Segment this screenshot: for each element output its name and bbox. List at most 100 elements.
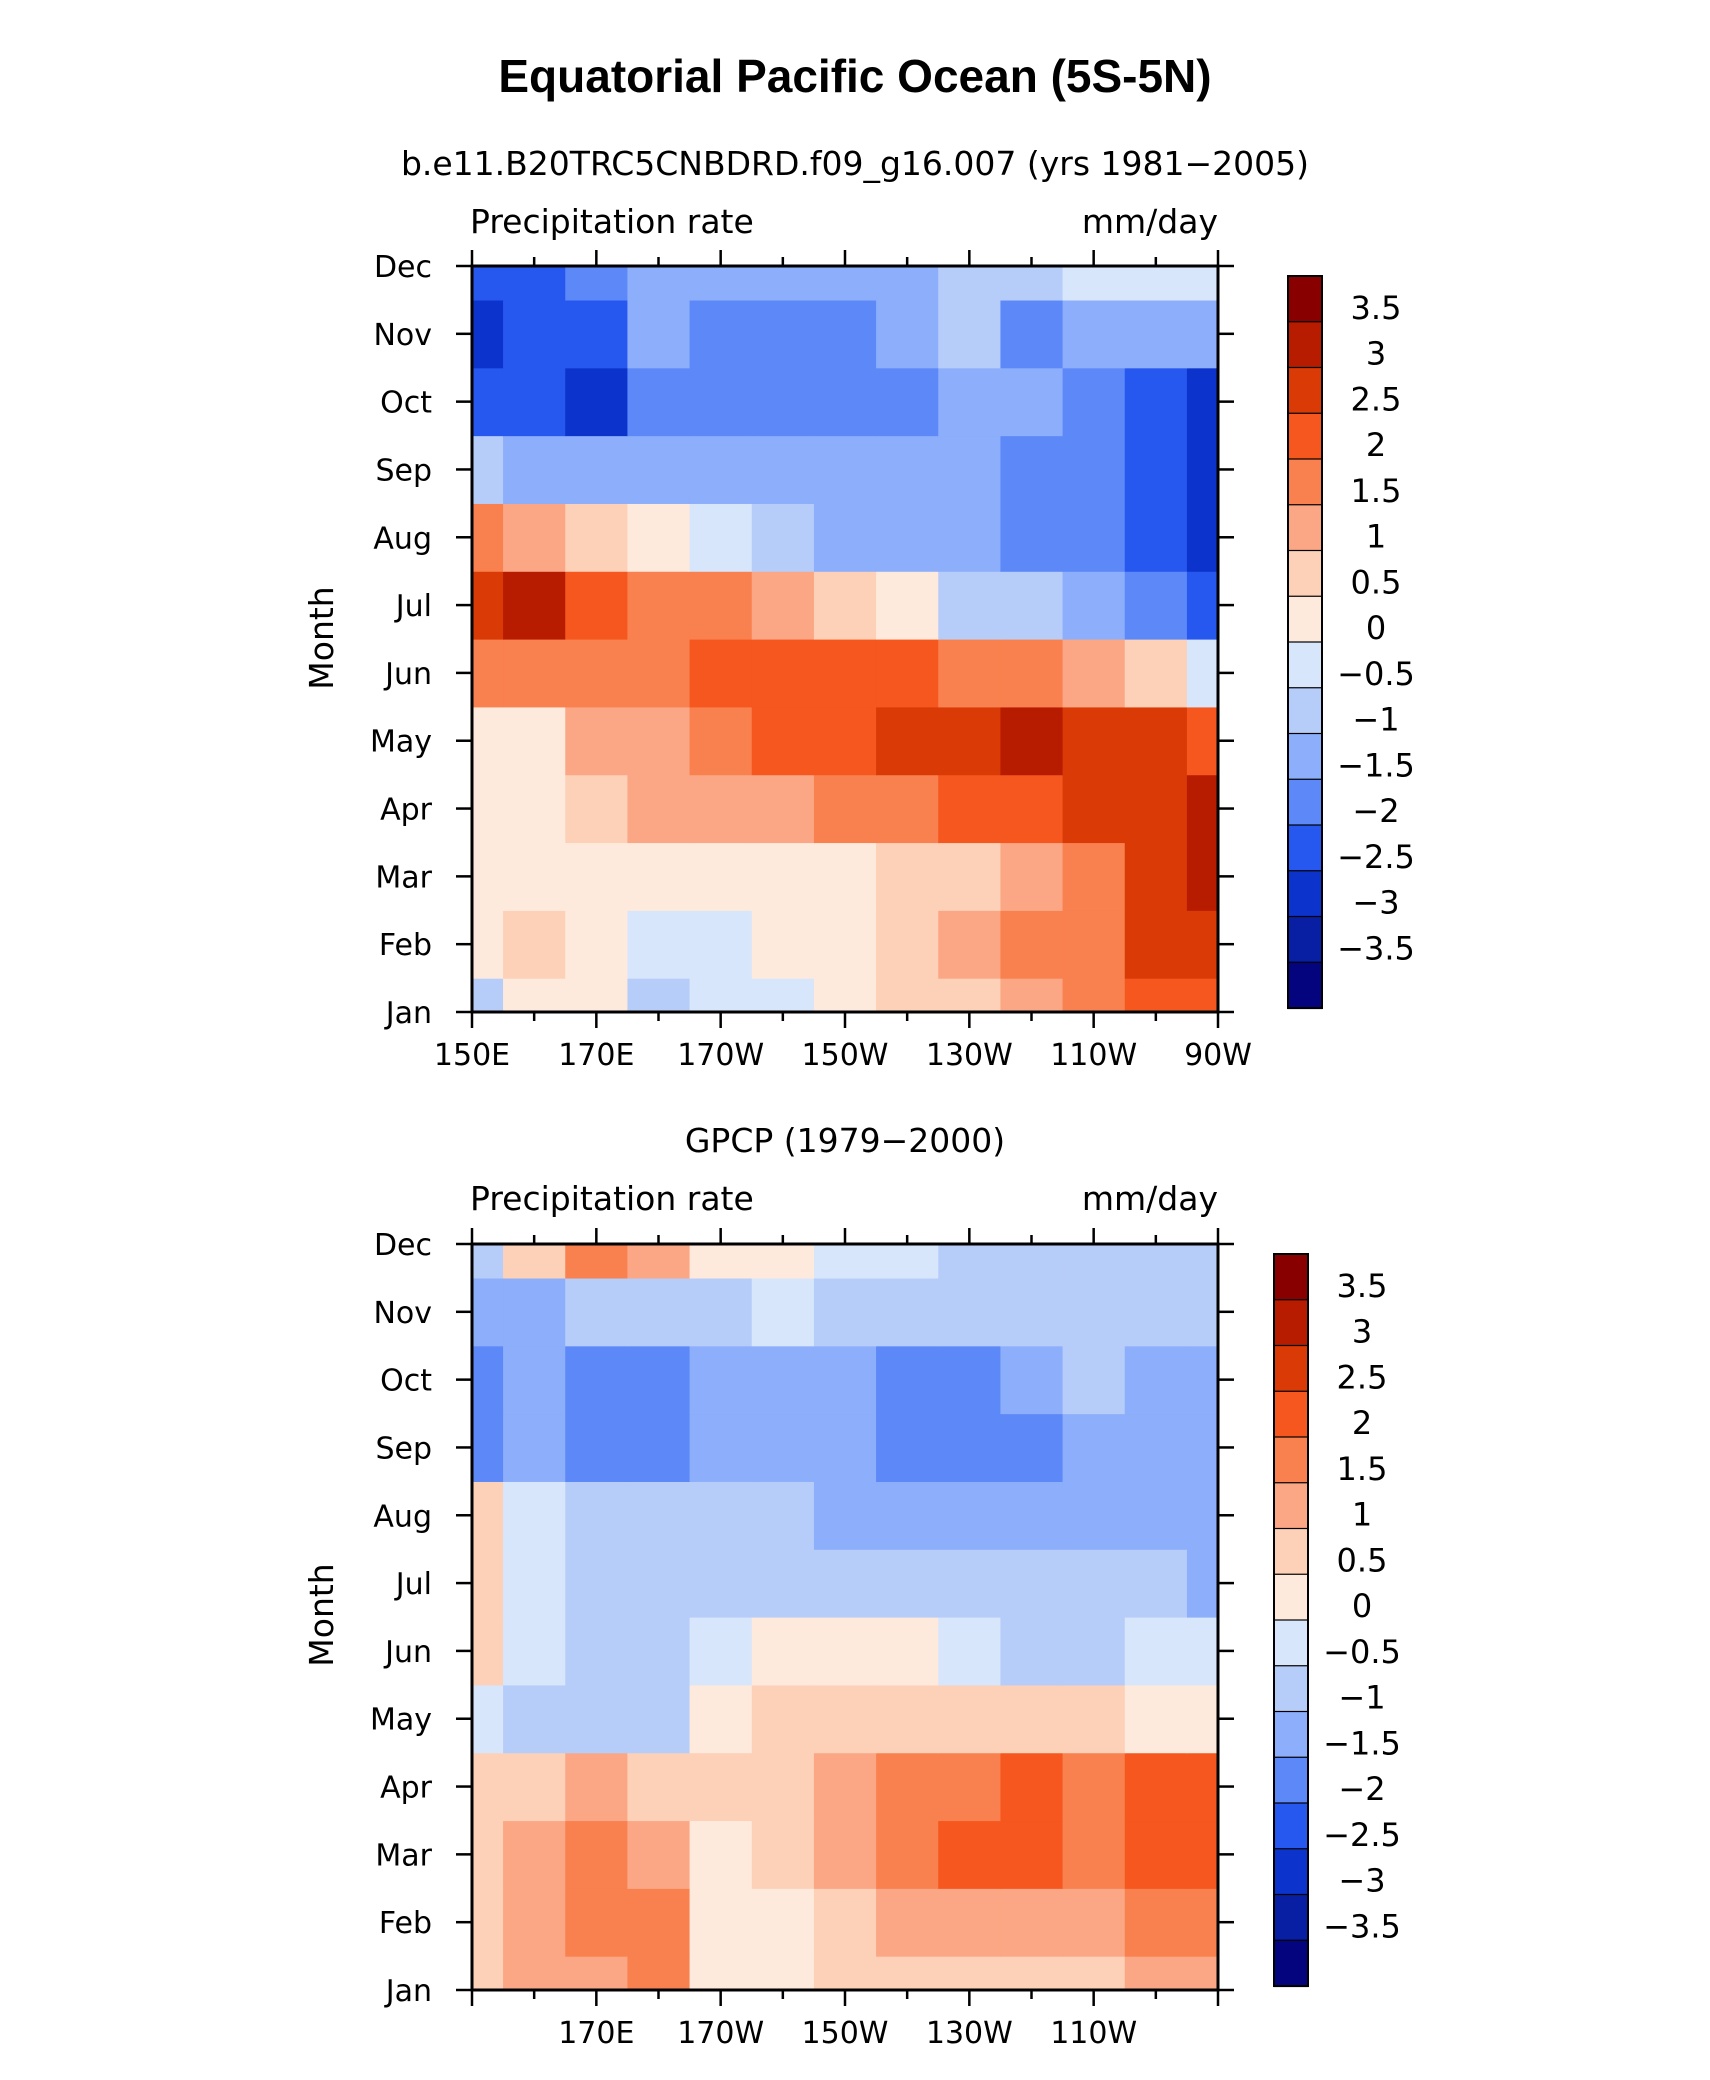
heatmap-cell bbox=[472, 706, 504, 776]
panel-2-x-axis: 170E 170W 150W 130W 110W bbox=[470, 1228, 1220, 2051]
heatmap-cell bbox=[1062, 774, 1126, 844]
heatmap-cell bbox=[938, 1549, 1002, 1618]
heatmap-cell bbox=[1000, 367, 1064, 437]
colorbar-swatch bbox=[1287, 458, 1323, 506]
heatmap-cell bbox=[1186, 1277, 1219, 1347]
heatmap-cell bbox=[689, 1820, 753, 1889]
heatmap-cell bbox=[1186, 1684, 1219, 1754]
x-tick-label: 110W bbox=[1050, 2016, 1137, 2051]
colorbar-label: 1.5 bbox=[1337, 1450, 1388, 1488]
x-tick-label: 150W bbox=[802, 2016, 889, 2051]
heatmap-cell bbox=[1186, 1888, 1219, 1957]
heatmap-cell bbox=[813, 503, 877, 572]
heatmap-cell bbox=[938, 1481, 1002, 1550]
heatmap-cell bbox=[627, 266, 691, 301]
heatmap-cell bbox=[565, 266, 629, 301]
heatmap-cell bbox=[938, 1617, 1002, 1686]
heatmap-cell bbox=[565, 1413, 629, 1482]
heatmap-cell bbox=[1186, 1956, 1219, 1991]
heatmap-cell bbox=[503, 435, 566, 504]
panel-model: b.e11.B20TRC5CNBDRD.f09_g16.007 (yrs 198… bbox=[302, 144, 1415, 1073]
heatmap-cell bbox=[1124, 1244, 1188, 1279]
heatmap-cell bbox=[813, 842, 877, 911]
heatmap-cell bbox=[1186, 1413, 1219, 1482]
heatmap-cell bbox=[1186, 266, 1219, 301]
heatmap-cell bbox=[751, 367, 815, 437]
heatmap-cell bbox=[751, 1752, 815, 1822]
heatmap-cell bbox=[1186, 367, 1219, 437]
heatmap-cell bbox=[503, 1413, 566, 1482]
heatmap-cell bbox=[1000, 774, 1064, 844]
y-tick-label: Apr bbox=[380, 1771, 433, 1806]
colorbar-label: 2 bbox=[1352, 1404, 1372, 1442]
heatmap-cell bbox=[1000, 1413, 1064, 1482]
heatmap-cell bbox=[938, 774, 1002, 844]
colorbar-swatch bbox=[1273, 1802, 1309, 1850]
colorbar-swatch bbox=[1273, 1848, 1309, 1896]
heatmap-cell bbox=[1186, 1244, 1219, 1279]
y-tick-label: Feb bbox=[379, 1906, 432, 1941]
heatmap-cell bbox=[627, 1413, 691, 1482]
x-tick-label: 170W bbox=[677, 1038, 764, 1073]
heatmap-cell bbox=[1124, 266, 1188, 301]
colorbar-swatch bbox=[1273, 1390, 1309, 1439]
heatmap-cell bbox=[1000, 1549, 1064, 1618]
heatmap-cell bbox=[565, 842, 629, 911]
heatmap-cell bbox=[472, 1617, 504, 1686]
colorbar-swatch bbox=[1287, 687, 1323, 735]
heatmap-cell bbox=[627, 1345, 691, 1415]
heatmap-cell bbox=[751, 1481, 815, 1550]
panel-1-x-axis: 150E 170E 170W 150W 130W 110W 90W bbox=[434, 250, 1252, 1073]
heatmap-cell bbox=[503, 1956, 566, 1991]
heatmap-cell bbox=[565, 1888, 629, 1957]
colorbar-label: 1.5 bbox=[1351, 472, 1402, 510]
heatmap-cell bbox=[503, 706, 566, 776]
heatmap-cell bbox=[472, 503, 504, 572]
heatmap-cell bbox=[1000, 639, 1064, 708]
x-tick-label: 130W bbox=[926, 2016, 1013, 2051]
heatmap-cell bbox=[1000, 1820, 1064, 1889]
heatmap-cell bbox=[689, 1549, 753, 1618]
colorbar-label: 0 bbox=[1352, 1587, 1372, 1625]
colorbar-label: 2 bbox=[1366, 426, 1386, 464]
heatmap-cell bbox=[751, 1345, 815, 1415]
heatmap-cell bbox=[689, 1684, 753, 1754]
y-tick-label: Mar bbox=[375, 1838, 432, 1873]
colorbar-label: −3 bbox=[1338, 1862, 1385, 1900]
heatmap-cell bbox=[1000, 1888, 1064, 1957]
colorbar-label: 3.5 bbox=[1351, 289, 1402, 327]
heatmap-cell bbox=[1186, 1345, 1219, 1415]
colorbar-label: 0.5 bbox=[1337, 1541, 1388, 1579]
colorbar-label: 2.5 bbox=[1337, 1358, 1388, 1396]
y-tick-label: Mar bbox=[375, 860, 432, 895]
panel-1-subtitle: b.e11.B20TRC5CNBDRD.f09_g16.007 (yrs 198… bbox=[401, 144, 1309, 183]
heatmap-cell bbox=[503, 571, 566, 640]
heatmap-cell bbox=[1186, 435, 1219, 504]
heatmap-cell bbox=[1124, 1888, 1188, 1957]
heatmap-cell bbox=[689, 774, 753, 844]
y-tick-label: Jun bbox=[383, 1635, 432, 1670]
heatmap-cell bbox=[813, 1277, 877, 1347]
heatmap-cell bbox=[472, 1888, 504, 1957]
heatmap-cell bbox=[813, 1549, 877, 1618]
heatmap-cell bbox=[813, 1888, 877, 1957]
heatmap-cell bbox=[565, 910, 629, 979]
heatmap-cell bbox=[938, 266, 1002, 301]
heatmap-cell bbox=[876, 1684, 939, 1754]
y-tick-label: Jul bbox=[394, 1567, 432, 1602]
y-tick-label: Jul bbox=[394, 589, 432, 624]
heatmap-cell bbox=[1000, 1481, 1064, 1550]
heatmap-cell bbox=[689, 1244, 753, 1279]
y-tick-label: Aug bbox=[373, 521, 432, 556]
heatmap-cell bbox=[1062, 1752, 1126, 1822]
heatmap-cell bbox=[1124, 1684, 1188, 1754]
heatmap-cell bbox=[472, 299, 504, 369]
heatmap-cell bbox=[503, 1888, 566, 1957]
heatmap-cell bbox=[565, 503, 629, 572]
heatmap-cell bbox=[1124, 299, 1188, 369]
heatmap-cell bbox=[472, 1481, 504, 1550]
colorbar-swatch bbox=[1287, 732, 1323, 781]
heatmap-cell bbox=[1000, 1752, 1064, 1822]
heatmap-cell bbox=[813, 1820, 877, 1889]
heatmap-cell bbox=[1186, 1752, 1219, 1822]
